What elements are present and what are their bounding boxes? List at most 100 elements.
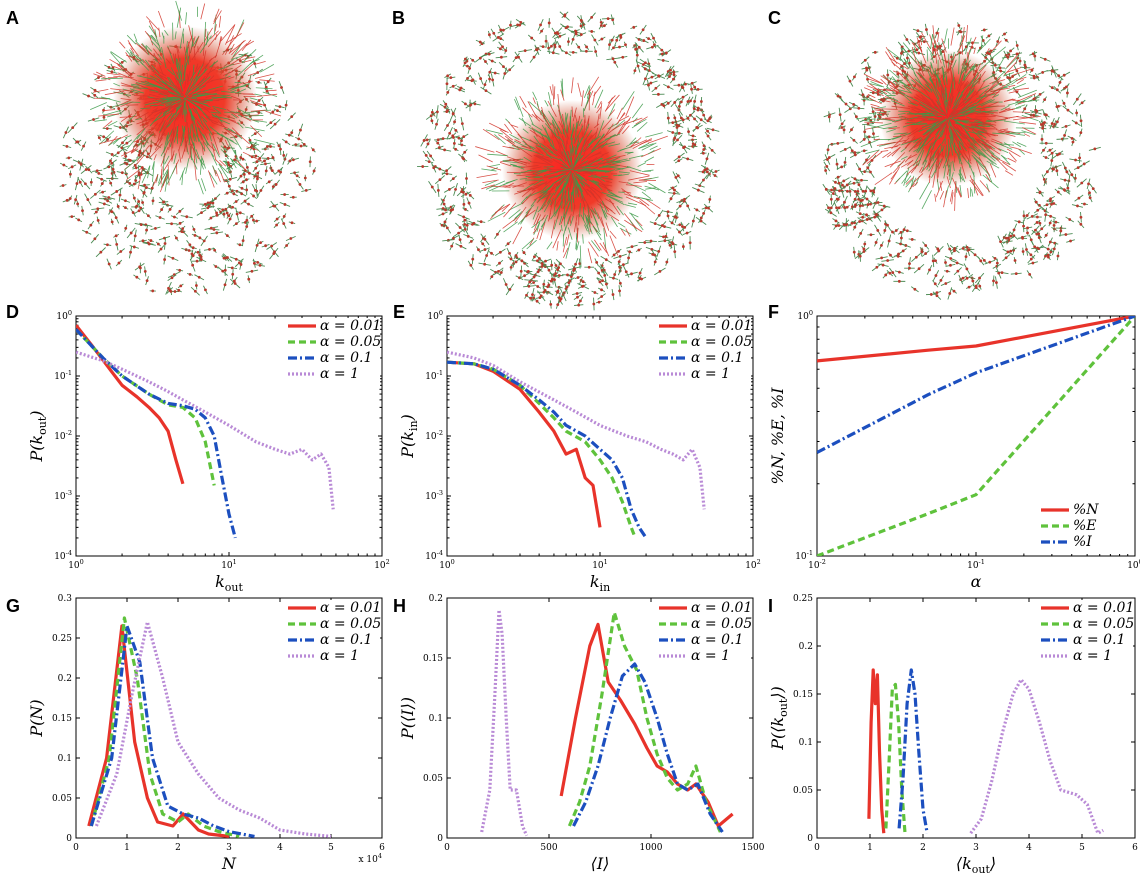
giant-component-edge bbox=[580, 214, 589, 230]
network-fragment-node bbox=[965, 245, 969, 249]
giant-component-edge bbox=[145, 45, 150, 56]
giant-component-edge bbox=[216, 98, 227, 101]
giant-component-edge bbox=[630, 137, 642, 147]
network-fragment-node bbox=[463, 218, 467, 222]
network-fragment-node bbox=[1050, 69, 1054, 73]
giant-component-edge bbox=[569, 109, 572, 128]
giant-component-edge bbox=[211, 76, 229, 82]
giant-component-edge bbox=[621, 188, 633, 198]
giant-component-edge bbox=[203, 21, 207, 43]
network-fragment-node bbox=[553, 31, 557, 35]
giant-component-edge bbox=[488, 183, 506, 192]
network-fragment-node bbox=[444, 208, 447, 212]
giant-component-edge bbox=[481, 184, 495, 190]
panel-letter-c: C bbox=[768, 8, 781, 28]
giant-component-edge bbox=[599, 164, 612, 169]
giant-component-edge bbox=[133, 33, 138, 42]
giant-component-edge bbox=[864, 121, 883, 124]
giant-component-edge bbox=[528, 101, 545, 116]
giant-component-edge bbox=[188, 41, 191, 63]
giant-component-edge bbox=[157, 169, 169, 186]
network-fragment-node bbox=[1028, 272, 1032, 276]
giant-component-edge bbox=[177, 65, 182, 86]
network-fragment-node bbox=[1048, 221, 1052, 225]
giant-component-edge bbox=[212, 115, 230, 120]
network-fragment-node bbox=[227, 163, 231, 167]
giant-component-edge bbox=[567, 150, 572, 163]
network-fragment-node bbox=[564, 51, 568, 55]
network-fragment-node bbox=[579, 33, 583, 36]
giant-component-edge bbox=[229, 111, 241, 114]
giant-component-edge bbox=[612, 119, 631, 131]
network-fragment-node bbox=[224, 207, 228, 211]
giant-component-edge bbox=[159, 105, 178, 114]
network-fragment-node bbox=[241, 180, 245, 184]
giant-component-edge bbox=[581, 90, 584, 107]
giant-component-edge bbox=[648, 182, 666, 194]
giant-component-edge bbox=[125, 156, 141, 170]
network-fragment-node bbox=[139, 206, 143, 210]
network-fragment-node bbox=[674, 175, 678, 179]
network-fragment-node bbox=[1070, 173, 1074, 177]
network-fragment-node bbox=[111, 167, 115, 171]
giant-component-edge bbox=[559, 169, 572, 172]
giant-component-edge bbox=[594, 174, 606, 182]
network-fragment-node bbox=[68, 197, 72, 200]
network-fragment-node bbox=[621, 55, 625, 59]
network-fragment-node bbox=[445, 82, 449, 86]
network-fragment-node bbox=[1091, 187, 1095, 191]
giant-component-edge bbox=[502, 145, 515, 149]
giant-component-edge bbox=[244, 126, 265, 132]
network-fragment-node bbox=[611, 293, 615, 296]
giant-component-edge bbox=[207, 31, 222, 48]
network-fragment-node bbox=[181, 227, 185, 230]
network-fragment-node bbox=[869, 189, 873, 193]
network-fragment-node bbox=[462, 202, 466, 206]
network-fragment-node bbox=[263, 159, 266, 163]
network-fragment-node bbox=[1043, 57, 1047, 61]
network-fragment-node bbox=[618, 281, 622, 285]
giant-component-edge bbox=[196, 122, 204, 143]
giant-component-edge bbox=[95, 79, 107, 82]
giant-component-edge bbox=[192, 93, 207, 96]
network-fragment-node bbox=[1045, 170, 1049, 174]
network-fragment-node bbox=[935, 294, 939, 298]
network-fragment-node bbox=[142, 191, 146, 195]
network-fragment-node bbox=[657, 213, 661, 217]
network-fragment-node bbox=[284, 140, 288, 144]
giant-component-edge bbox=[519, 95, 527, 108]
giant-component-edge bbox=[176, 58, 183, 78]
giant-component-edge bbox=[557, 141, 563, 158]
network-fragment-node bbox=[496, 232, 499, 236]
giant-component-edge bbox=[930, 61, 932, 69]
network-fragment-node bbox=[222, 212, 226, 216]
giant-component-edge bbox=[153, 154, 157, 161]
network-fragment-node bbox=[109, 181, 113, 185]
giant-component-edge bbox=[133, 94, 151, 97]
network-fragment-node bbox=[949, 263, 952, 267]
network-fragment-node bbox=[600, 288, 603, 292]
network-fragment-node bbox=[252, 218, 255, 222]
network-fragment-node bbox=[638, 271, 642, 275]
giant-component-edge bbox=[250, 125, 263, 138]
network-fragment-node bbox=[187, 249, 191, 252]
network-fragment-node bbox=[109, 159, 112, 163]
network-fragment-node bbox=[881, 263, 885, 267]
network-fragment-node bbox=[551, 51, 555, 55]
giant-component-edge bbox=[592, 152, 602, 157]
giant-component-edge bbox=[137, 167, 143, 190]
network-fragment-node bbox=[298, 183, 302, 186]
network-fragment-node bbox=[835, 162, 839, 166]
giant-component-edge bbox=[1012, 141, 1022, 148]
giant-component-edge bbox=[571, 172, 577, 187]
giant-component-edge bbox=[194, 65, 201, 74]
giant-component-edge bbox=[475, 146, 495, 153]
giant-component-edge bbox=[144, 102, 156, 106]
network-fragment-node bbox=[858, 220, 862, 223]
giant-component-edge bbox=[211, 96, 232, 99]
giant-component-edge bbox=[149, 143, 163, 159]
giant-component-edge bbox=[635, 219, 643, 227]
giant-component-edge bbox=[608, 191, 621, 198]
network-fragment-node bbox=[910, 238, 914, 241]
network-fragment-node bbox=[854, 203, 857, 207]
